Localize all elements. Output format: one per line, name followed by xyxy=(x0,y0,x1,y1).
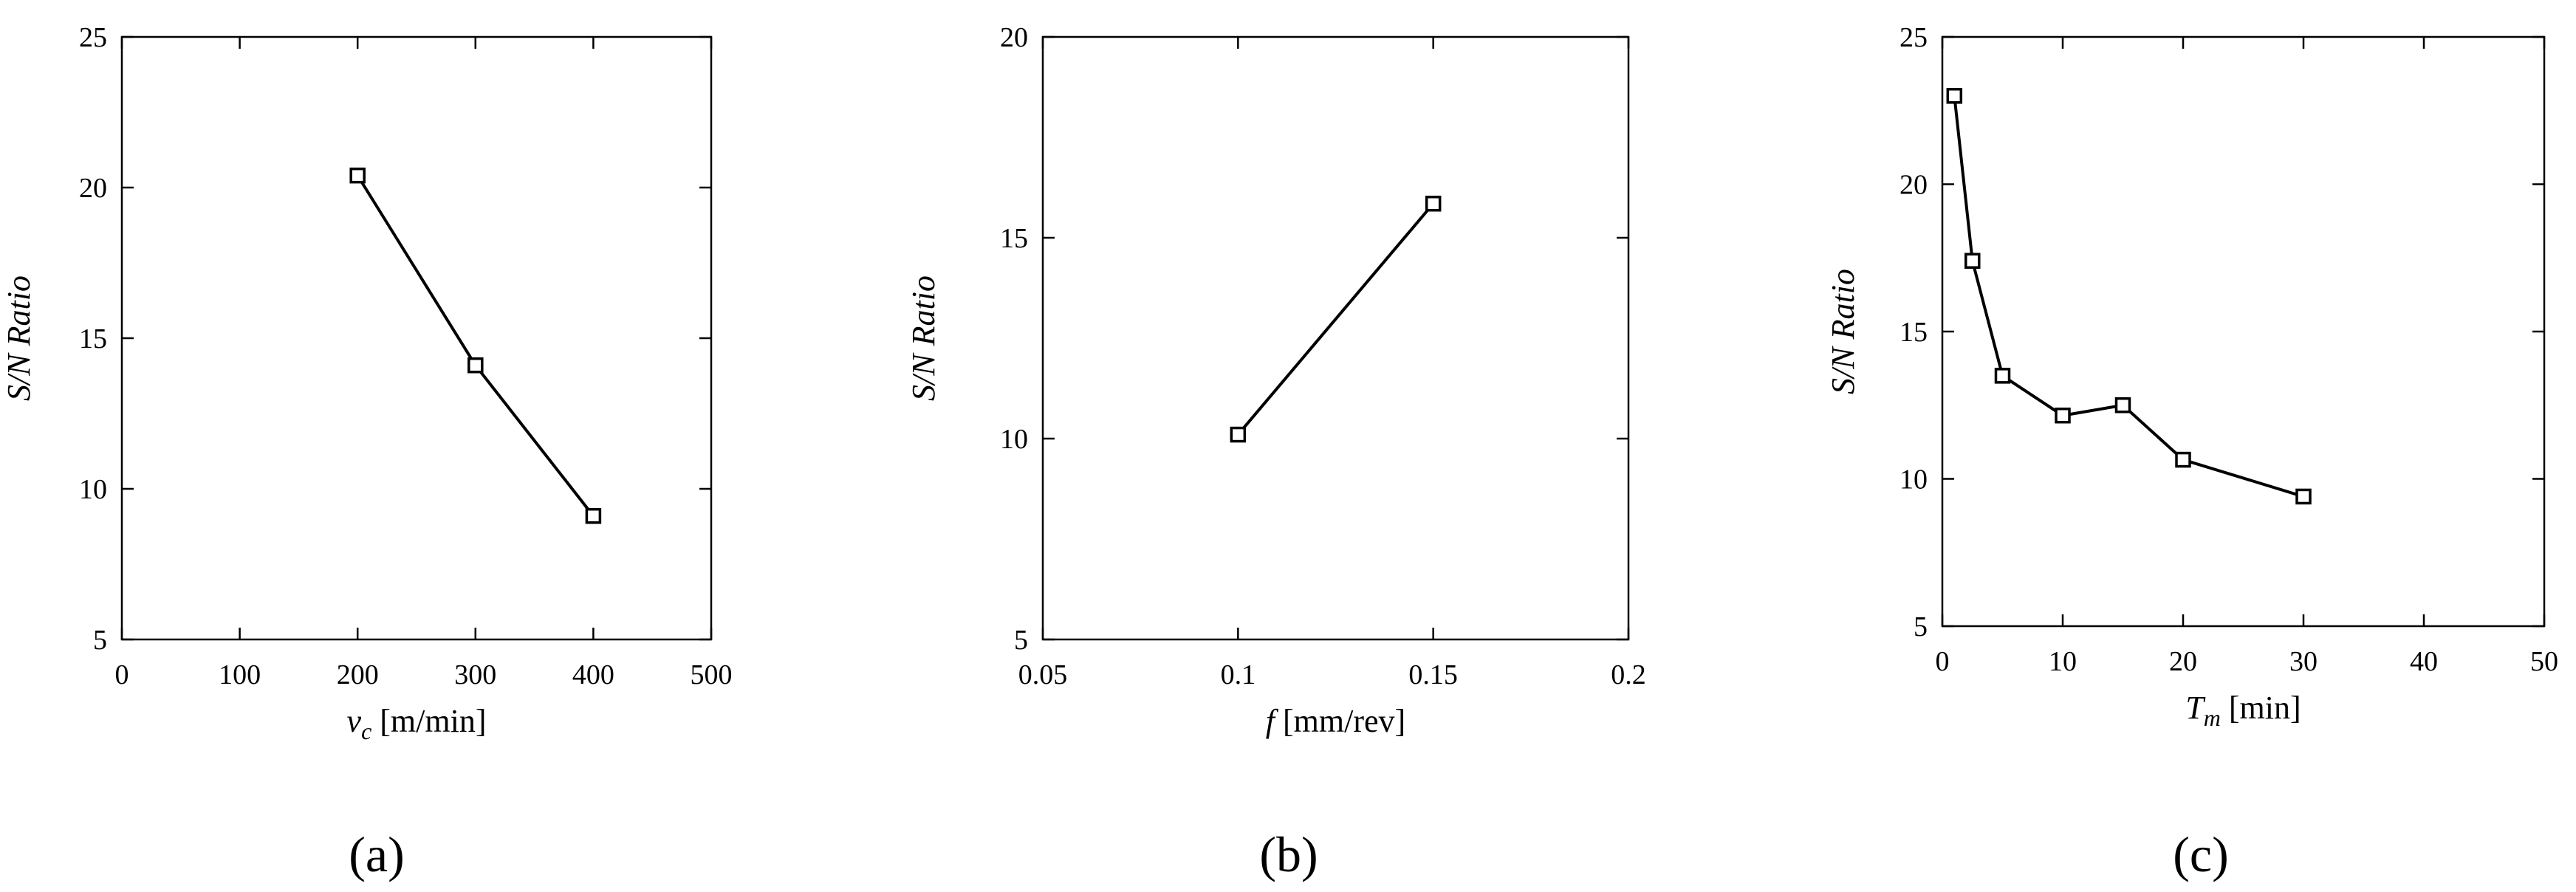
y-axis-label: S/N Ratio xyxy=(905,275,942,401)
x-axis-label-subscript: m xyxy=(2204,704,2221,731)
y-tick-label: 5 xyxy=(1914,611,1928,642)
y-tick-label: 5 xyxy=(93,625,107,656)
x-tick-label: 200 xyxy=(337,659,379,690)
y-tick-label: 25 xyxy=(1900,22,1928,53)
y-tick-label: 10 xyxy=(79,474,107,505)
x-tick-label: 10 xyxy=(2049,646,2077,677)
panel-caption: (c) xyxy=(2173,826,2228,882)
x-axis-label: vc [m/min] xyxy=(347,703,487,744)
data-point-marker xyxy=(467,357,484,374)
plot-frame xyxy=(1941,35,2546,628)
x-axis-label-variable: v xyxy=(347,703,362,739)
y-tick-label: 25 xyxy=(79,22,107,53)
x-axis-label: f [mm/rev] xyxy=(1266,703,1405,739)
x-axis-label: Tm [min] xyxy=(2185,690,2301,731)
data-point-marker xyxy=(2055,407,2071,424)
chart-panel-1: 0 100 200 300 400 500 5 10 15 20 25 S/N Ratio vc [m/… xyxy=(1,22,733,882)
data-point-marker xyxy=(2295,488,2312,505)
x-axis-label-unit: [m/min] xyxy=(371,703,486,739)
panel-caption: (a) xyxy=(349,826,404,882)
y-tick-label: 10 xyxy=(1000,424,1028,455)
data-point-marker xyxy=(2114,397,2131,414)
x-tick-label: 0 xyxy=(115,659,129,690)
y-tick-label: 5 xyxy=(1014,625,1028,656)
data-point-marker xyxy=(1425,196,1442,212)
data-point-marker xyxy=(349,167,366,184)
y-tick-label: 20 xyxy=(1000,22,1028,53)
x-tick-label: 30 xyxy=(2289,646,2318,677)
x-tick-label: 500 xyxy=(691,659,733,690)
plot-frame xyxy=(1041,35,1630,641)
chart-panel-3: 0 10 20 30 40 50 5 10 15 20 25 S/N Ratio Tm [min] (c) xyxy=(1825,22,2558,882)
y-tick-label: 20 xyxy=(1900,170,1928,201)
x-tick-label: 0.05 xyxy=(1018,659,1068,690)
x-tick-label: 100 xyxy=(219,659,261,690)
series-line xyxy=(1236,202,1435,436)
data-point-marker xyxy=(2175,451,2191,468)
x-tick-label: 50 xyxy=(2530,646,2558,677)
data-point-marker xyxy=(1946,88,1963,104)
x-axis-label-unit: [min] xyxy=(2221,690,2301,726)
y-axis-label: S/N Ratio xyxy=(1,275,37,401)
x-tick-label: 40 xyxy=(2410,646,2438,677)
x-tick-label: 300 xyxy=(454,659,496,690)
x-axis-label-variable: T xyxy=(2185,690,2206,726)
data-point-marker xyxy=(1994,368,2011,384)
y-tick-label: 10 xyxy=(1900,464,1928,495)
data-point-marker xyxy=(585,507,602,524)
data-point-marker xyxy=(1230,426,1247,443)
y-tick-label: 15 xyxy=(1900,317,1928,348)
x-tick-label: 0.15 xyxy=(1408,659,1458,690)
x-tick-label: 0 xyxy=(1936,646,1950,677)
series-line xyxy=(356,174,595,517)
x-tick-label: 0.1 xyxy=(1221,659,1256,690)
y-tick-label: 15 xyxy=(1000,223,1028,254)
panel-caption: (b) xyxy=(1259,826,1318,882)
x-tick-label: 400 xyxy=(572,659,614,690)
series-line xyxy=(1953,95,2304,498)
x-tick-label: 20 xyxy=(2169,646,2197,677)
x-tick-label: 0.2 xyxy=(1611,659,1646,690)
chart-panel-2: 0.05 0.1 0.15 0.2 5 10 15 20 S/N Ratio f [mm/rev]… xyxy=(905,22,1646,882)
y-tick-label: 20 xyxy=(79,173,107,204)
plot-frame xyxy=(120,35,713,641)
y-tick-label: 15 xyxy=(79,323,107,354)
x-axis-label-subscript: c xyxy=(361,718,371,744)
x-axis-label-unit: [mm/rev] xyxy=(1275,703,1405,739)
y-axis-label: S/N Ratio xyxy=(1825,269,1861,394)
data-point-marker xyxy=(1964,253,1981,269)
